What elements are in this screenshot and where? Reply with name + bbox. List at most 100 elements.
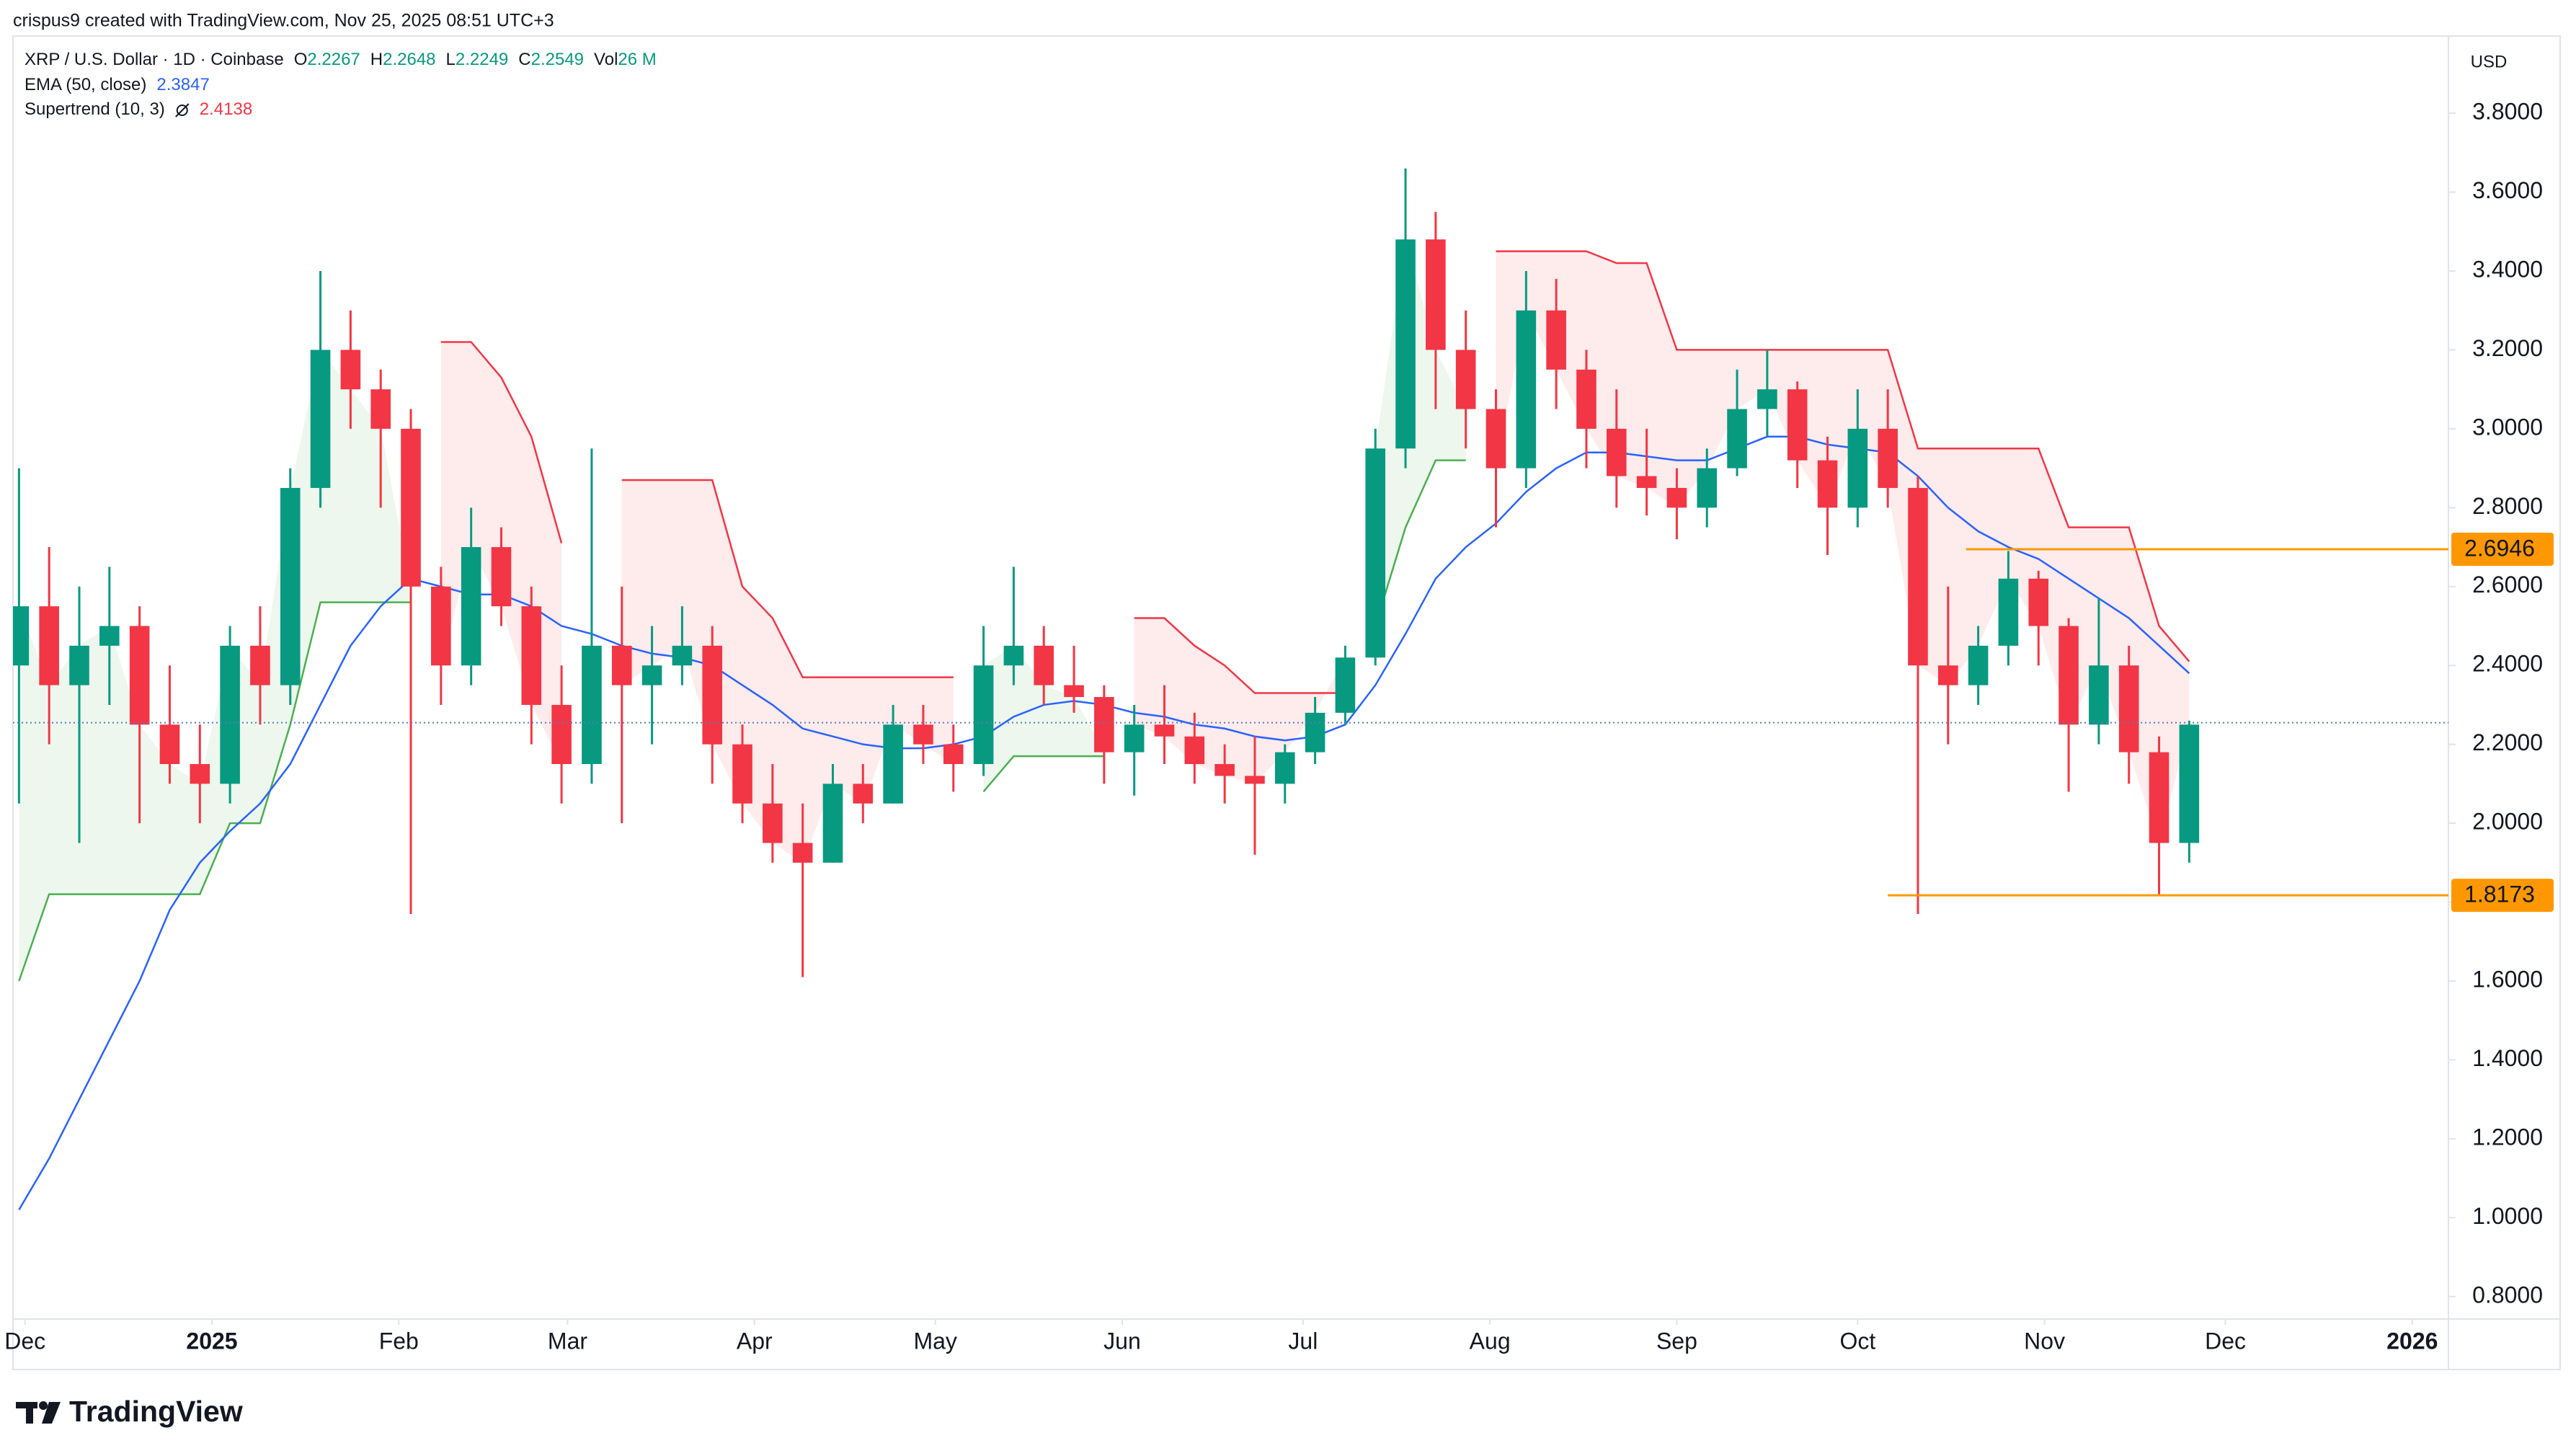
- indicator-legend: Supertrend (10, 3) 2.4138: [25, 99, 252, 119]
- candle-body: [1485, 409, 1506, 469]
- indicator-name: EMA (50, close): [25, 75, 146, 94]
- visibility-icon: [176, 105, 188, 116]
- x-tick-label: Jun: [1103, 1328, 1141, 1354]
- candle-body: [763, 803, 783, 843]
- candle-body: [1274, 752, 1295, 784]
- candle-body: [1757, 389, 1777, 409]
- indicator-legend: EMA (50, close) 2.3847: [25, 75, 210, 94]
- candle-body: [943, 744, 964, 765]
- candle-body: [1666, 487, 1687, 508]
- candle-body: [250, 645, 270, 685]
- legend-value: 2.2549: [531, 50, 584, 69]
- candle-body: [159, 724, 180, 765]
- candle-body: [853, 784, 874, 804]
- candle-body: [1305, 712, 1325, 753]
- y-tick-label: 2.2000: [2472, 729, 2543, 755]
- candle-body: [340, 350, 361, 390]
- legend-value: 2.2267: [307, 50, 360, 69]
- candle-body: [1003, 645, 1024, 666]
- candle-body: [1998, 578, 2019, 646]
- candle-body: [1214, 764, 1235, 776]
- candle-body: [491, 547, 512, 607]
- legend-key: L: [446, 50, 456, 69]
- candle-body: [280, 487, 301, 685]
- candle-body: [1335, 657, 1356, 713]
- candle-body: [883, 724, 903, 804]
- level-label: 2.6946: [2464, 535, 2535, 561]
- candle-body: [913, 724, 933, 745]
- visibility-icon-slash: [175, 103, 190, 117]
- candle-body: [1124, 724, 1145, 753]
- x-tick-label: May: [913, 1328, 956, 1354]
- header-text: crispus9 created with TradingView.com, N…: [13, 11, 554, 31]
- candle-body: [1365, 448, 1386, 658]
- candle-body: [1847, 428, 1868, 508]
- candle-body: [2149, 752, 2169, 843]
- x-tick-label: 2026: [2386, 1328, 2438, 1354]
- candle-body: [13, 606, 30, 666]
- brand-text: TradingView: [69, 1395, 243, 1428]
- x-tick-label: Dec: [2205, 1328, 2246, 1354]
- candle-body: [2179, 724, 2200, 843]
- candle-body: [1546, 310, 1566, 370]
- legend-key: C: [518, 50, 530, 69]
- candle-body: [1817, 460, 1838, 508]
- supertrend-fill: [19, 350, 412, 982]
- candle-body: [2058, 626, 2079, 725]
- candle-body: [702, 645, 723, 745]
- y-tick-label: 2.6000: [2472, 572, 2543, 598]
- indicator-name: Supertrend (10, 3): [25, 99, 165, 119]
- x-tick-label: Nov: [2024, 1328, 2065, 1354]
- y-tick-label: 3.8000: [2472, 99, 2543, 125]
- y-tick-label: 1.0000: [2472, 1203, 2543, 1229]
- candle-body: [431, 586, 451, 666]
- candle-body: [1576, 369, 1596, 429]
- candle-body: [641, 665, 662, 685]
- legend-value: 2.2648: [383, 50, 435, 69]
- brand-logo: [16, 1401, 61, 1424]
- candle-body: [190, 764, 210, 784]
- candle-body: [1968, 645, 1989, 685]
- indicator-value: 2.4138: [200, 99, 252, 119]
- y-tick-label: 2.4000: [2472, 651, 2543, 677]
- supertrend-line: [440, 250, 2190, 694]
- y-tick-label: 3.6000: [2472, 177, 2543, 203]
- legend-symbol: XRP / U.S. Dollar · 1D · Coinbase: [25, 50, 284, 69]
- y-tick-label: 0.8000: [2472, 1282, 2543, 1308]
- x-tick-label: Oct: [1839, 1328, 1875, 1354]
- candle-body: [1426, 239, 1446, 350]
- candle-body: [2089, 665, 2109, 725]
- candle-body: [822, 784, 843, 863]
- candle-body: [1034, 645, 1054, 685]
- x-tick-label: Jul: [1288, 1328, 1318, 1354]
- candle-body: [1606, 428, 1627, 476]
- candle-body: [1727, 409, 1747, 469]
- x-tick-label: Mar: [548, 1328, 587, 1354]
- legend-row: XRP / U.S. Dollar · 1D · Coinbase O2.2267…: [25, 50, 657, 69]
- supertrend-fill: [1134, 618, 1346, 784]
- candle-body: [1395, 239, 1416, 449]
- y-tick-label: 2.0000: [2472, 809, 2543, 835]
- indicator-value: 2.3847: [156, 75, 209, 94]
- x-tick-label: Aug: [1470, 1328, 1511, 1354]
- candle-body: [69, 645, 89, 685]
- y-tick-label: 2.8000: [2472, 493, 2543, 519]
- y-tick-label: 3.0000: [2472, 414, 2543, 440]
- x-tick-label: Apr: [737, 1328, 773, 1354]
- candle-body: [461, 547, 481, 666]
- candle-body: [1787, 389, 1808, 461]
- candle-body: [99, 626, 120, 646]
- candle-body: [1154, 724, 1175, 737]
- level-label-box: [2451, 532, 2554, 566]
- candle-body: [1636, 476, 1657, 488]
- candle-body: [1184, 736, 1205, 765]
- y-tick-label: 3.2000: [2472, 335, 2543, 361]
- supertrend-line: [18, 459, 1466, 982]
- candle-body: [973, 665, 994, 765]
- x-tick-label: 2025: [186, 1328, 237, 1354]
- candle-body: [1064, 685, 1084, 697]
- candle-body: [2028, 578, 2049, 626]
- level-label-box: [2451, 879, 2554, 913]
- candle-body: [551, 704, 572, 765]
